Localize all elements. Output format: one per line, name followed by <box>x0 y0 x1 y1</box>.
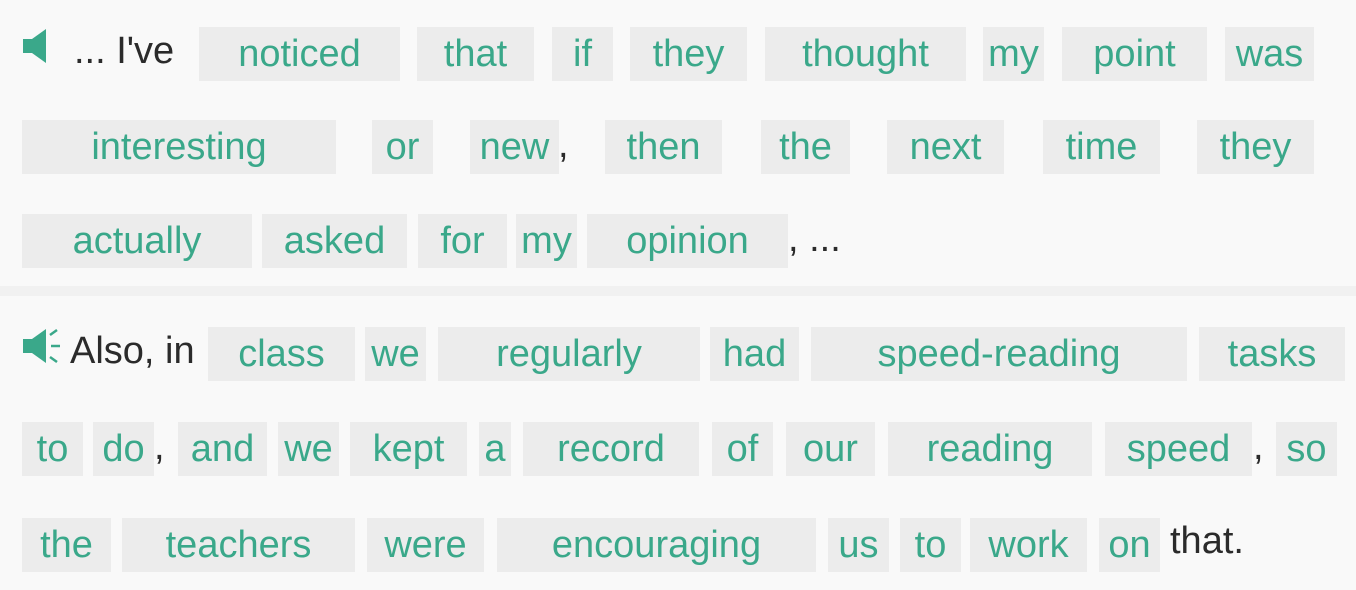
word[interactable]: on <box>1099 518 1160 572</box>
trailing-text: that. <box>1170 520 1244 562</box>
lead-text: Also, in <box>70 330 195 372</box>
word[interactable]: for <box>418 214 507 268</box>
word[interactable]: was <box>1225 27 1314 81</box>
punctuation: , ... <box>788 218 841 260</box>
word[interactable]: work <box>970 518 1087 572</box>
word[interactable]: of <box>712 422 773 476</box>
word[interactable]: next <box>887 120 1004 174</box>
word[interactable]: we <box>278 422 339 476</box>
word[interactable]: we <box>365 327 426 381</box>
word[interactable]: and <box>178 422 267 476</box>
word[interactable]: they <box>630 27 747 81</box>
word[interactable]: new <box>470 120 559 174</box>
word[interactable]: regularly <box>438 327 700 381</box>
word[interactable]: class <box>208 327 355 381</box>
word[interactable]: or <box>372 120 433 174</box>
word[interactable]: noticed <box>199 27 400 81</box>
word[interactable]: interesting <box>22 120 336 174</box>
word[interactable]: to <box>900 518 961 572</box>
word[interactable]: were <box>367 518 484 572</box>
word[interactable]: to <box>22 422 83 476</box>
word[interactable]: my <box>983 27 1044 81</box>
word[interactable]: asked <box>262 214 407 268</box>
word[interactable]: they <box>1197 120 1314 174</box>
word[interactable]: actually <box>22 214 252 268</box>
word[interactable]: encouraging <box>497 518 816 572</box>
word[interactable]: speed <box>1105 422 1252 476</box>
word[interactable]: thought <box>765 27 966 81</box>
word[interactable]: kept <box>350 422 467 476</box>
word[interactable]: point <box>1062 27 1207 81</box>
word[interactable]: do <box>93 422 154 476</box>
divider <box>0 286 1356 296</box>
word[interactable]: our <box>786 422 875 476</box>
word[interactable]: opinion <box>587 214 788 268</box>
word[interactable]: then <box>605 120 722 174</box>
word[interactable]: reading <box>888 422 1092 476</box>
word[interactable]: speed-reading <box>811 327 1187 381</box>
word[interactable]: my <box>516 214 577 268</box>
lead-text: ... I've <box>74 30 175 72</box>
word[interactable]: so <box>1276 422 1337 476</box>
punctuation: , <box>1253 426 1264 468</box>
speaker-icon[interactable] <box>22 26 52 66</box>
punctuation: , <box>154 426 165 468</box>
word[interactable]: us <box>828 518 889 572</box>
word[interactable]: the <box>761 120 850 174</box>
word[interactable]: the <box>22 518 111 572</box>
word[interactable]: if <box>552 27 613 81</box>
word[interactable]: tasks <box>1199 327 1345 381</box>
word[interactable]: record <box>523 422 699 476</box>
word[interactable]: had <box>710 327 799 381</box>
word[interactable]: a <box>479 422 511 476</box>
paragraph-2: Also, in class we regularly had speed-re… <box>0 296 1356 590</box>
paragraph-1: ... I've noticed that if they thought my… <box>0 0 1356 286</box>
word[interactable]: that <box>417 27 534 81</box>
punctuation: , <box>558 124 569 166</box>
word[interactable]: teachers <box>122 518 355 572</box>
speaker-playing-icon[interactable] <box>22 326 62 366</box>
word[interactable]: time <box>1043 120 1160 174</box>
